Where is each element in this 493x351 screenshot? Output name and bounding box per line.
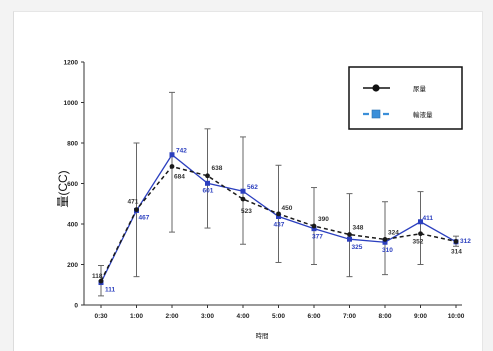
point-infusion [311, 226, 317, 232]
x-tick-label: 3:00 [201, 313, 214, 320]
point-urine [169, 164, 175, 169]
series-markers [98, 152, 459, 286]
point-urine [134, 207, 139, 213]
data-label-infusion: 467 [139, 214, 150, 221]
y-tick-label: 1200 [64, 59, 79, 66]
y-axis-label: 量(CC) [56, 170, 70, 207]
error-bar [204, 128, 211, 229]
data-label-infusion: 312 [460, 238, 471, 245]
x-axis-label: 時間 [256, 332, 269, 340]
data-label-urine: 118 [92, 273, 103, 280]
x-tick-label: 0:30 [94, 313, 107, 320]
y-tick-label: 1000 [64, 100, 79, 107]
data-label-infusion: 742 [176, 148, 187, 155]
data-label-infusion: 111 [105, 287, 116, 294]
legend-item-infusion: 輸液量 [363, 109, 433, 119]
legend: 尿量 輸液量 [348, 66, 463, 130]
x-tick-label: 2:00 [165, 313, 178, 320]
data-label-urine: 471 [128, 199, 139, 206]
data-label-urine: 523 [241, 208, 252, 215]
x-tick-label: 7:00 [343, 313, 356, 320]
legend-box [348, 66, 463, 130]
x-ticks: 0:30 1:00 2:00 3:00 4:00 5:00 6:00 7:00 8:00 9:00… [94, 305, 465, 320]
point-urine [240, 196, 246, 202]
data-label-infusion: 437 [274, 222, 285, 229]
data-label-infusion: 601 [203, 187, 214, 194]
infusion-legend-icon [371, 109, 381, 119]
x-tick-label: 6:00 [307, 313, 320, 320]
point-infusion [240, 188, 246, 194]
legend-label-urine: 尿量 [413, 85, 427, 93]
point-urine [205, 173, 210, 179]
x-tick-label: 9:00 [414, 313, 427, 320]
error-bar [417, 191, 424, 265]
error-bar [169, 91, 175, 233]
point-infusion [418, 219, 423, 225]
data-label-urine: 684 [174, 173, 185, 180]
x-tick-label: 10:00 [448, 313, 465, 320]
point-urine [347, 232, 352, 237]
point-infusion [347, 236, 352, 242]
urine-legend-icon [372, 84, 380, 92]
y-tick-label: 600 [67, 181, 78, 188]
x-tick-label: 5:00 [272, 313, 285, 320]
y-tick-label: 800 [67, 140, 78, 147]
point-urine [98, 278, 104, 284]
point-urine [453, 239, 459, 244]
point-infusion [205, 180, 210, 186]
x-tick-label: 1:00 [130, 313, 143, 320]
data-label-infusion: 325 [352, 244, 363, 251]
data-label-urine: 638 [212, 165, 223, 172]
y-tick-label: 400 [67, 221, 78, 228]
data-label-infusion: 411 [423, 215, 434, 222]
data-label-urine: 314 [451, 248, 462, 255]
legend-label-infusion: 輸液量 [413, 110, 433, 119]
x-tick-label: 4:00 [236, 313, 249, 320]
legend-item-urine: 尿量 [363, 84, 427, 93]
y-tick-label: 200 [67, 262, 78, 269]
data-label-infusion: 562 [247, 184, 258, 191]
data-labels: 118 471 684 638 523 450 390 348 324 352 314 111 467 7… [92, 148, 471, 294]
y-ticks: 0 200 400 600 800 1000 1200 [64, 59, 84, 309]
x-tick-label: 8:00 [378, 313, 391, 320]
data-label-urine: 348 [353, 225, 364, 232]
data-label-urine: 324 [388, 229, 399, 236]
data-label-urine: 390 [318, 216, 329, 223]
point-urine [382, 236, 388, 242]
y-tick-label: 0 [74, 302, 78, 309]
point-infusion [382, 239, 388, 245]
data-label-infusion: 377 [312, 234, 323, 241]
point-urine [311, 223, 317, 229]
point-infusion [169, 152, 175, 158]
data-label-urine: 450 [282, 205, 293, 212]
data-label-infusion: 310 [382, 247, 393, 254]
data-label-urine: 352 [413, 239, 424, 246]
point-urine [276, 211, 281, 217]
point-infusion [276, 214, 281, 220]
point-urine [418, 231, 423, 237]
